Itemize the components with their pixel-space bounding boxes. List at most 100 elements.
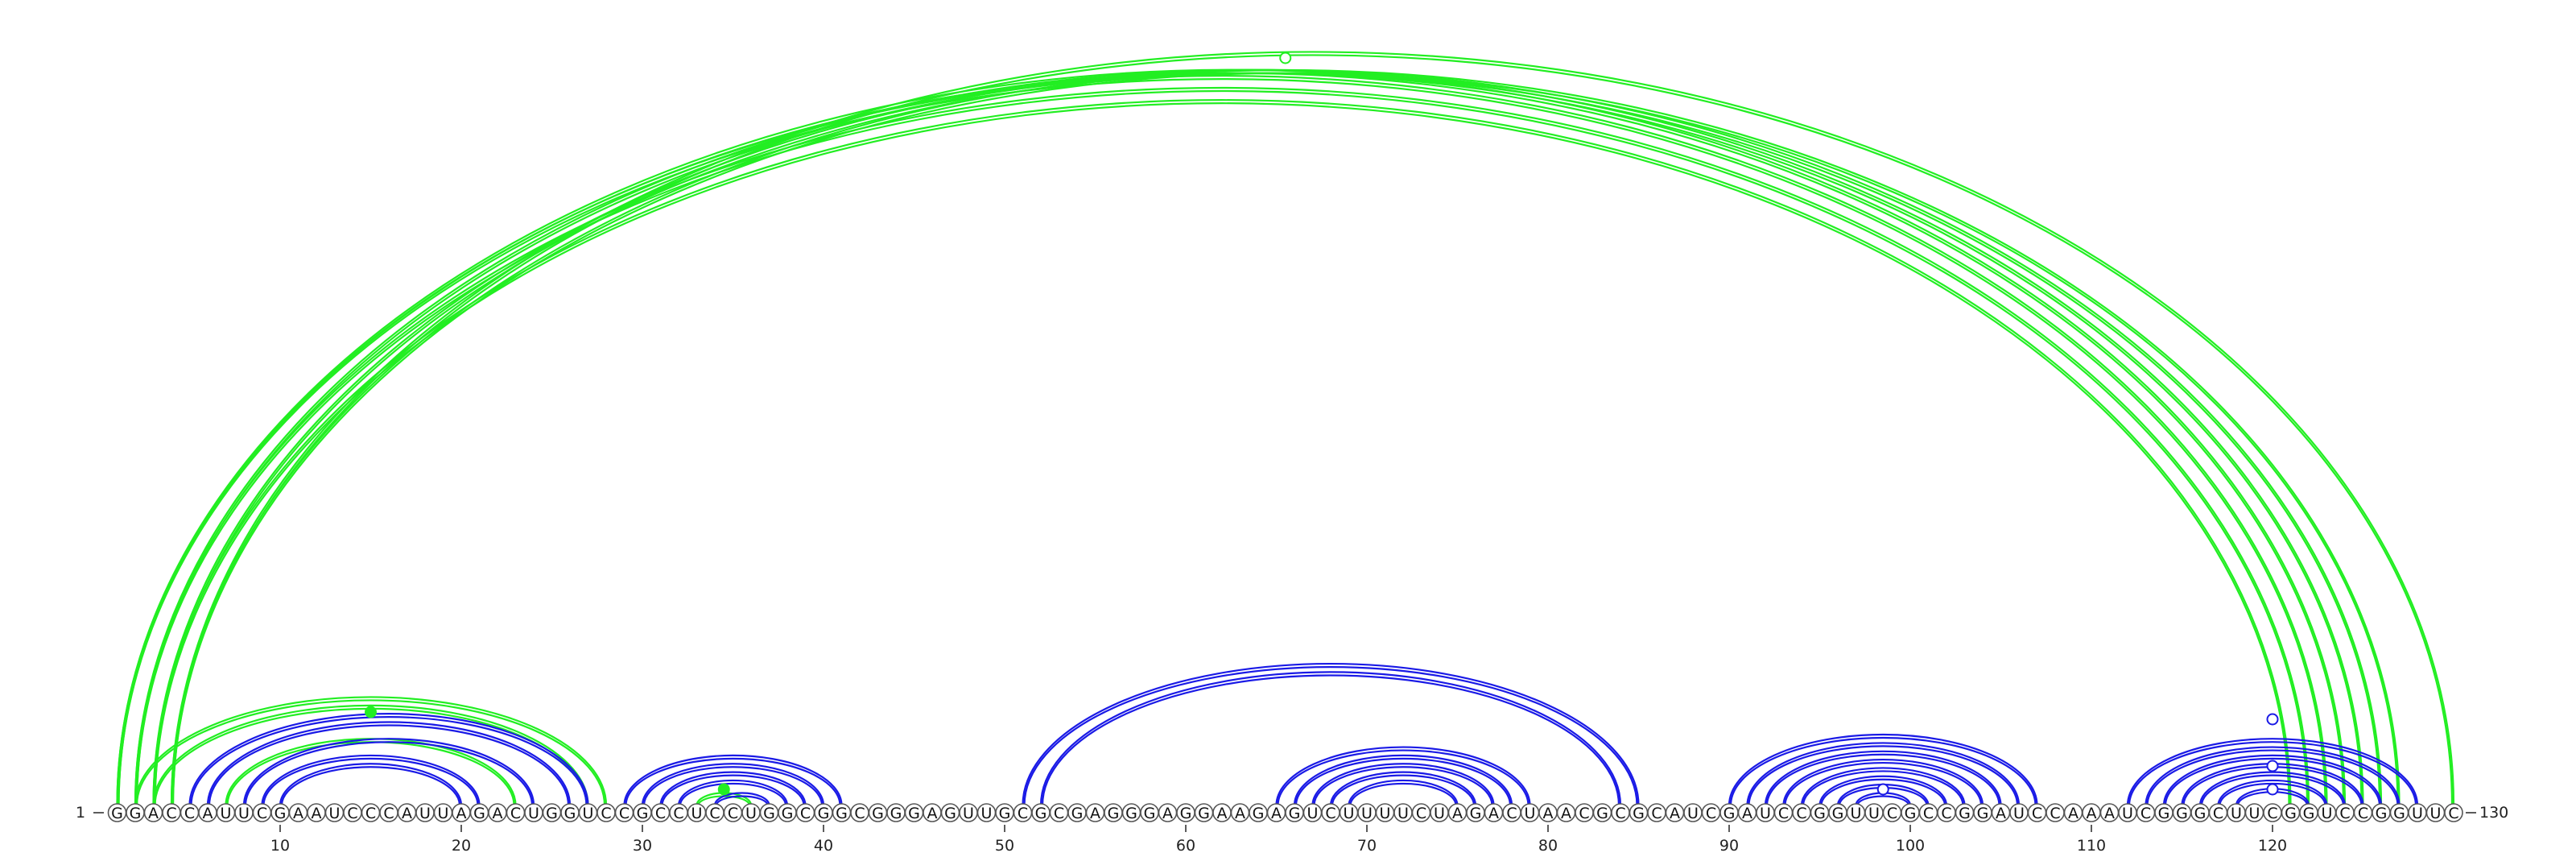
nucleotide-letter: G bbox=[130, 805, 142, 822]
base-pair-arc bbox=[1800, 767, 1966, 806]
nucleotide-letter: G bbox=[1071, 805, 1084, 822]
base-pair-arc bbox=[1349, 782, 1457, 806]
position-axis: 10 20 30 40 50 60 70 80 90 100 110 120 bbox=[93, 812, 2476, 855]
nucleotide-letter: U bbox=[329, 805, 341, 822]
nucleotide-letter: U bbox=[1397, 805, 1409, 822]
base-pair-arc bbox=[152, 98, 2292, 806]
base-pair-arc bbox=[1329, 771, 1477, 806]
nucleotide-letter: G bbox=[2393, 805, 2405, 822]
nucleotide-letter: U bbox=[583, 805, 594, 822]
base-pair-arc bbox=[1782, 758, 1984, 806]
nucleotide-letter: G bbox=[782, 805, 794, 822]
axis-tick-label: 20 bbox=[452, 837, 471, 855]
nucleotide-letter: G bbox=[2194, 805, 2207, 822]
nucleotide-letter: A bbox=[203, 805, 213, 822]
nucleotide-letter: G bbox=[763, 805, 775, 822]
nucleotide-letter: C bbox=[709, 805, 720, 822]
nucleotide-letter: G bbox=[999, 805, 1011, 822]
base-pair-arc bbox=[2126, 738, 2419, 806]
base-pair-arc bbox=[118, 72, 2345, 806]
nucleotide-letter: C bbox=[1651, 805, 1662, 822]
nucleotide-letter: U bbox=[2013, 805, 2025, 822]
base-pair-arc bbox=[170, 51, 2455, 806]
base-pair-arc bbox=[152, 68, 2383, 806]
nucleotide-letter: G bbox=[1977, 805, 1989, 822]
base-pair-arc bbox=[116, 68, 2347, 806]
nucleotide-letter: C bbox=[257, 805, 267, 822]
nucleotide-letter: C bbox=[1416, 805, 1426, 822]
base-pair-arc bbox=[2200, 774, 2345, 806]
nucleotide-letter: A bbox=[456, 805, 467, 822]
nucleotide-letter: U bbox=[438, 805, 449, 822]
base-pair-arc bbox=[623, 754, 843, 806]
base-pair-arc bbox=[679, 782, 787, 806]
nucleotide-letter: G bbox=[2376, 805, 2388, 822]
nucleotide-letter: A bbox=[2068, 805, 2079, 822]
base-pair-arc bbox=[625, 757, 841, 806]
base-pair-arc bbox=[280, 766, 461, 806]
base-pair-arc bbox=[641, 763, 825, 806]
arc-marker-dot bbox=[717, 783, 730, 796]
arc-markers bbox=[365, 52, 2279, 796]
nucleotide-letter: U bbox=[221, 805, 232, 822]
base-pair-arc bbox=[206, 721, 572, 806]
nucleotide-letter: U bbox=[2231, 805, 2242, 822]
nucleotide-letter: G bbox=[1253, 805, 1265, 822]
base-pair-arc bbox=[171, 54, 2454, 806]
nucleotide-letter: G bbox=[2158, 805, 2170, 822]
nucleotide-letter: G bbox=[1198, 805, 1210, 822]
base-pair-arc bbox=[1294, 757, 1512, 806]
nucleotide-letter: G bbox=[944, 805, 956, 822]
base-pair-arc bbox=[2217, 779, 2328, 806]
nucleotide-letter: C bbox=[619, 805, 630, 822]
axis-tick-label: 60 bbox=[1176, 837, 1195, 855]
base-pair-arc bbox=[1293, 754, 1513, 806]
nucleotide-letter: G bbox=[473, 805, 485, 822]
nucleotide-letter: G bbox=[890, 805, 902, 822]
nucleotide-letter: C bbox=[601, 805, 611, 822]
nucleotide-letter: G bbox=[836, 805, 848, 822]
nucleotide-letter: C bbox=[1579, 805, 1589, 822]
nucleotide-letter: G bbox=[564, 805, 576, 822]
nucleotide-letter: C bbox=[1796, 805, 1806, 822]
nucleotide-letter: A bbox=[1235, 805, 1245, 822]
nucleotide-letter: U bbox=[2412, 805, 2423, 822]
base-pair-arc bbox=[116, 75, 2328, 806]
end-position-label: 130 bbox=[2479, 804, 2508, 822]
nucleotide-letter: A bbox=[1090, 805, 1100, 822]
base-pair-arc bbox=[190, 716, 588, 806]
base-pair-arc bbox=[152, 704, 589, 806]
base-pair-arc bbox=[118, 78, 2326, 806]
nucleotide-letter: U bbox=[981, 805, 993, 822]
nucleotide-letter: U bbox=[963, 805, 974, 822]
axis-tick-label: 110 bbox=[2077, 837, 2106, 855]
nucleotide-letter: C bbox=[1706, 805, 1716, 822]
nucleotide-letter: A bbox=[402, 805, 412, 822]
nucleotide-letter: C bbox=[1325, 805, 1335, 822]
base-pair-arc bbox=[188, 713, 589, 806]
nucleotide-letter: U bbox=[1525, 805, 1536, 822]
nucleotide-letter: A bbox=[1488, 805, 1499, 822]
nucleotide-letter: G bbox=[1832, 805, 1844, 822]
base-pair-arc bbox=[208, 724, 570, 806]
nucleotide-letter: U bbox=[691, 805, 703, 822]
nucleotide-letter: U bbox=[1361, 805, 1373, 822]
nucleotide-letter: A bbox=[1452, 805, 1463, 822]
nucleotide-letter: A bbox=[493, 805, 503, 822]
base-pair-arc bbox=[170, 68, 2401, 806]
base-pair-arc bbox=[697, 795, 751, 806]
nucleotide-letter: G bbox=[1724, 805, 1736, 822]
nucleotide-letter: A bbox=[148, 805, 159, 822]
base-pair-arc bbox=[2146, 749, 2399, 806]
nucleotide-letter: A bbox=[312, 805, 322, 822]
nucleotide-letter: C bbox=[1941, 805, 1951, 822]
nucleotide-letter: U bbox=[1344, 805, 1355, 822]
base-pair-arc bbox=[262, 757, 479, 806]
nucleotide-letter: C bbox=[166, 805, 176, 822]
nucleotide-letter: U bbox=[1760, 805, 1771, 822]
axis-tick-label: 80 bbox=[1538, 837, 1558, 855]
nucleotide-letter: G bbox=[1905, 805, 1917, 822]
nucleotide-letter: G bbox=[2176, 805, 2188, 822]
nucleotide-letter: G bbox=[1633, 805, 1645, 822]
